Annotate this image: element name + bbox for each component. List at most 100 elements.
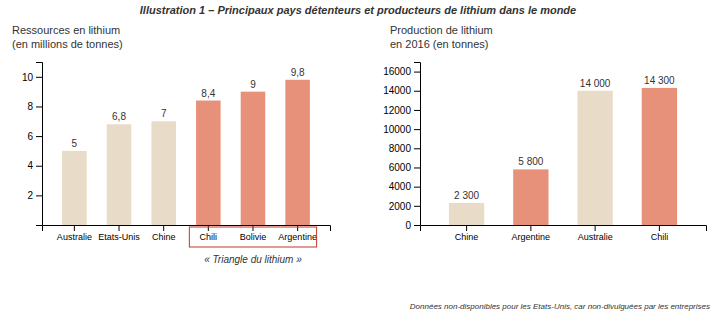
panel-title: Ressources en lithium [12,24,120,36]
tick-mark [74,225,75,231]
tick: 16000 [383,66,420,77]
data-label: 14 000 [580,78,611,89]
bar [107,124,132,225]
tick-label: Chili [200,232,218,242]
tick-mark [414,91,420,92]
tick-label: 14000 [383,85,411,96]
tick: Argentine [512,225,551,242]
bar [196,101,221,225]
tick-mark [36,166,42,167]
tick: Chine [152,225,176,242]
tick-mark [414,148,420,149]
tick: 2000 [389,201,420,212]
tick: 2 [27,190,42,201]
tick-label: 4 [27,160,33,171]
tick-label: 2 [27,190,33,201]
panel: Production de lithium en 2016 (en tonnes)… [383,24,710,311]
panel-subtitle: en 2016 (en tonnes) [390,38,488,50]
tick: 8 [27,101,42,112]
tick-mark [414,167,420,168]
footnote: Données non-disponibles pour les Etats-U… [410,302,710,311]
axis-domain [414,63,421,226]
tick-mark [659,225,660,231]
tick: Chili [651,225,669,242]
tick: Bolivie [240,225,267,242]
tick: 10000 [383,124,420,135]
panel-subtitle: (en millions de tonnes) [12,38,123,50]
tick-mark [36,195,42,196]
tick-mark [414,129,420,130]
tick: Australie [57,225,92,242]
data-label: 5 800 [518,156,543,167]
panel-title: Production de lithium [390,24,493,36]
bar [151,121,176,225]
panel: Ressources en lithium (en millions de ton… [12,24,331,265]
tick-mark [36,136,42,137]
data-label: 2 300 [454,190,479,201]
tick: 10 [22,72,42,83]
y-axis: 0 2000 4000 6000 8000 10000 12000 14000 16000 [383,63,420,231]
tick-label: Argentine [512,232,551,242]
tick: 6000 [389,162,420,173]
bar [642,88,677,225]
data-labels: 2 300 5 800 14 000 14 300 [454,75,675,201]
tick-mark [297,225,298,231]
tick-mark [414,110,420,111]
axis-domain [421,226,707,232]
figure-title: Illustration 1 – Principaux pays détente… [140,4,576,16]
tick: 4000 [389,181,420,192]
tick-mark [414,72,420,73]
tick: 14000 [383,85,420,96]
tick-label: Chili [651,232,669,242]
tick-label: Chine [455,232,479,242]
annotation-box [189,227,316,247]
x-axis: Australie Etats-Unis Chine Chili Bolivie Arge… [43,225,331,242]
y-axis: 2 4 6 8 10 [22,63,43,226]
tick-mark [163,225,164,231]
tick-label: 10000 [383,124,411,135]
tick-mark [252,225,253,231]
bar [577,91,612,225]
data-labels: 56,878,499,8 [72,67,305,149]
chart-root: Illustration 1 – Principaux pays détente… [0,0,716,317]
tick: 0 [405,220,420,231]
tick-mark [119,225,120,231]
tick: Australie [578,225,613,242]
tick-mark [466,225,467,231]
bar [513,169,548,225]
tick-label: Australie [57,232,92,242]
tick-mark [414,187,420,188]
bar [285,80,310,225]
tick: 12000 [383,105,420,116]
tick-mark [530,225,531,231]
tick: Argentine [278,225,317,242]
x-axis: Chine Argentine Australie Chili [421,225,707,242]
tick: Chili [200,225,218,242]
tick: 4 [27,160,42,171]
tick-label: 8 [27,101,33,112]
tick: 8000 [389,143,420,154]
tick-label: Australie [578,232,613,242]
tick-mark [36,106,42,107]
tick-label: 12000 [383,105,411,116]
tick-label: Argentine [278,232,317,242]
tick-mark [414,225,420,226]
annotation: « Triangle du lithium » [204,254,302,265]
tick-label: 10 [22,72,34,83]
data-label: 7 [161,108,167,119]
bar [62,151,87,225]
data-label: 5 [72,138,78,149]
data-label: 14 300 [644,75,675,86]
tick-label: Etats-Unis [98,232,140,242]
tick-label: 0 [405,220,411,231]
tick: Chine [455,225,479,242]
tick-mark [208,225,209,231]
tick-label: 8000 [389,143,412,154]
tick-label: Chine [152,232,176,242]
data-label: 8,4 [201,88,215,99]
bars [62,80,310,225]
tick: 6 [27,131,42,142]
tick-label: Bolivie [240,232,267,242]
tick-label: 2000 [389,201,412,212]
tick-label: 6 [27,131,33,142]
